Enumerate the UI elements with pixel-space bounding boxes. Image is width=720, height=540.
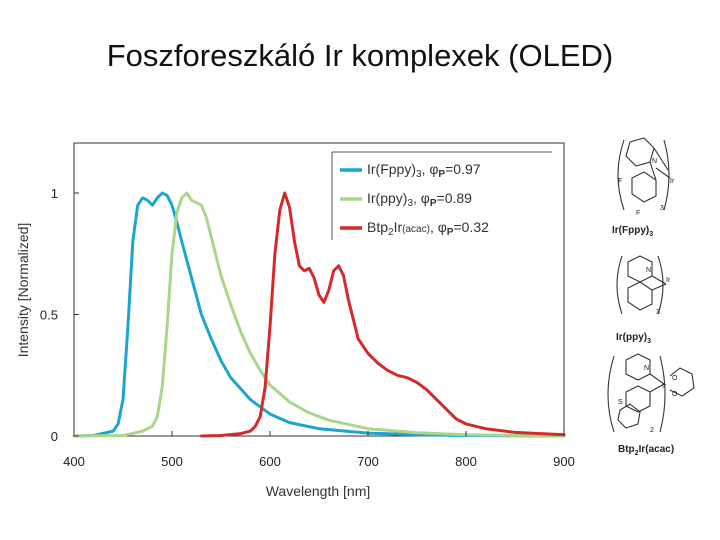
atom-ir-2: Ir xyxy=(666,277,671,284)
structure-btp2ir-acac-drawing: N Ir S O O 2 xyxy=(607,353,695,434)
structure-ir-ppy3: N Ir 3 Ir(ppy)3 xyxy=(616,255,671,345)
series-line-3 xyxy=(199,191,566,438)
atom-ir-3: Ir xyxy=(662,383,667,390)
count-2: 3 xyxy=(656,309,660,316)
atom-ir-1: Ir xyxy=(670,178,675,185)
atom-s-3: S xyxy=(618,399,623,406)
y-tick-label: 1 xyxy=(51,186,58,201)
x-tick-label: 700 xyxy=(357,454,379,469)
atom-o-2: O xyxy=(672,391,678,398)
legend-label-3: Btp2Ir(acac), φP=0.32 xyxy=(367,219,489,238)
legend-background xyxy=(332,152,552,240)
slide-title: Foszforeszkáló Ir komplexek (OLED) xyxy=(106,38,614,73)
x-tick-label: 400 xyxy=(63,454,85,469)
plot-frame xyxy=(73,142,565,437)
series-line-2 xyxy=(72,191,566,438)
atom-f-1: F xyxy=(618,178,622,185)
structure-ir-ppy3-drawing: N Ir 3 xyxy=(616,255,671,316)
y-tick-label: 0 xyxy=(51,429,58,444)
count-3: 2 xyxy=(650,427,654,434)
structure-ir-fppy3: N Ir F F 3 Ir(Fppy)3 xyxy=(612,137,675,238)
structure-label-ir-fppy3: Ir(Fppy)3 xyxy=(612,225,653,238)
atom-f-2: F xyxy=(636,210,640,217)
y-axis-label: Intensity [Normalized] xyxy=(15,223,31,358)
y-tick-label: 0.5 xyxy=(40,308,58,323)
atom-o-1: O xyxy=(672,375,678,382)
atom-n-1: N xyxy=(652,158,657,165)
x-tick-label: 600 xyxy=(259,454,281,469)
atom-n-2: N xyxy=(646,267,651,274)
legend-label-2: Ir(ppy)3, φP=0.89 xyxy=(367,190,472,209)
legend: Ir(Fppy)3, φP=0.97 Ir(ppy)3, φP=0.89 Btp2I… xyxy=(331,151,552,240)
x-tick-label: 800 xyxy=(455,454,477,469)
atom-n-3: N xyxy=(644,365,649,372)
structure-label-ir-ppy3: Ir(ppy)3 xyxy=(616,332,651,345)
structure-btp2ir-acac: N Ir S O O 2 Btp2Ir(acac) xyxy=(607,353,695,457)
count-1: 3 xyxy=(660,205,664,212)
x-tick-label: 500 xyxy=(161,454,183,469)
series-line-1 xyxy=(72,191,566,438)
structure-label-btp2ir-acac: Btp2Ir(acac) xyxy=(618,444,674,457)
structure-ir-fppy3-drawing: N Ir F F 3 xyxy=(617,137,675,217)
x-axis-label: Wavelength [nm] xyxy=(266,483,371,499)
legend-label-1: Ir(Fppy)3, φP=0.97 xyxy=(367,161,481,180)
x-tick-label: 900 xyxy=(553,454,575,469)
